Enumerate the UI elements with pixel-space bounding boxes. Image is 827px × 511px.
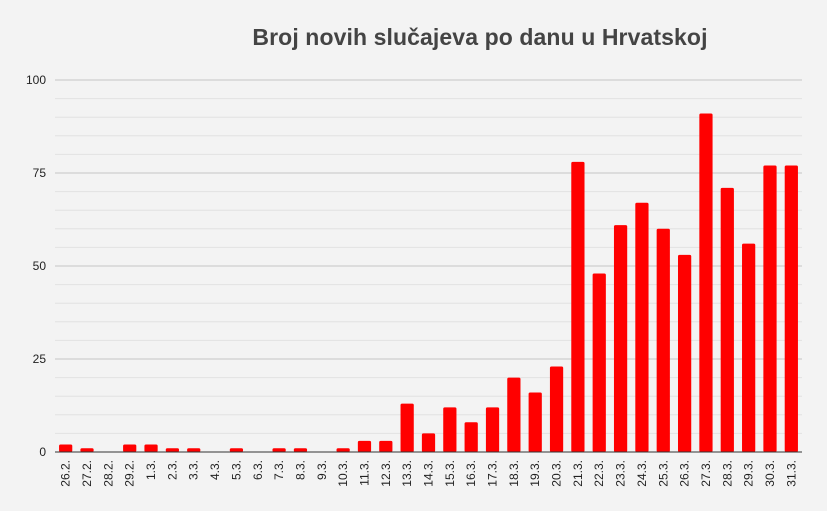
x-tick-label: 29.3. bbox=[742, 460, 756, 487]
x-tick-label: 15.3. bbox=[443, 460, 457, 487]
x-tick-label: 7.3. bbox=[272, 460, 286, 480]
bar bbox=[656, 228, 670, 452]
bar bbox=[720, 187, 734, 452]
bar bbox=[485, 407, 500, 452]
bar bbox=[357, 440, 372, 452]
bar bbox=[571, 161, 585, 452]
x-tick-label: 31.3. bbox=[784, 460, 798, 487]
bar bbox=[528, 392, 542, 452]
bar bbox=[144, 444, 158, 452]
x-tick-label: 26.2. bbox=[59, 460, 73, 487]
x-tick-label: 28.3. bbox=[720, 460, 734, 487]
y-tick-label: 25 bbox=[33, 352, 47, 366]
bar bbox=[443, 407, 457, 452]
x-tick-label: 28.2. bbox=[101, 460, 115, 487]
x-tick-label: 8.3. bbox=[293, 460, 307, 480]
x-tick-label: 4.3. bbox=[208, 460, 222, 480]
bar bbox=[80, 448, 94, 452]
minor-gridlines bbox=[55, 98, 802, 434]
x-tick-label: 14.3. bbox=[422, 460, 436, 487]
y-tick-label: 50 bbox=[33, 259, 47, 273]
bar bbox=[165, 448, 180, 452]
bar bbox=[592, 273, 606, 452]
x-tick-label: 3.3. bbox=[187, 460, 201, 480]
bar bbox=[763, 165, 777, 452]
bar bbox=[272, 448, 286, 452]
bar bbox=[379, 440, 393, 452]
bar bbox=[187, 448, 201, 452]
bar bbox=[293, 448, 308, 452]
bar bbox=[784, 165, 798, 452]
bar bbox=[400, 403, 414, 452]
bar bbox=[464, 422, 478, 452]
bars bbox=[59, 113, 798, 452]
x-tick-label: 1.3. bbox=[144, 460, 158, 480]
x-tick-label: 22.3. bbox=[592, 460, 606, 487]
bar bbox=[507, 377, 521, 452]
x-tick-label: 16.3. bbox=[464, 460, 478, 487]
x-tick-label: 25.3. bbox=[656, 460, 670, 487]
y-axis-tick-labels: 0 25 50 75 100 bbox=[26, 73, 46, 459]
chart-title: Broj novih slučajeva po danu u Hrvatskoj bbox=[252, 24, 708, 50]
x-tick-label: 5.3. bbox=[229, 460, 243, 480]
x-tick-label: 30.3. bbox=[763, 460, 777, 487]
bar bbox=[336, 448, 350, 452]
x-tick-label: 13.3. bbox=[400, 460, 414, 487]
x-tick-label: 19.3. bbox=[528, 460, 542, 487]
bar bbox=[549, 366, 564, 452]
bar bbox=[677, 254, 692, 452]
x-tick-label: 11.3. bbox=[357, 460, 371, 486]
y-tick-label: 75 bbox=[33, 166, 47, 180]
x-tick-label: 12.3. bbox=[379, 460, 393, 487]
x-tick-label: 24.3. bbox=[635, 460, 649, 487]
x-tick-label: 26.3. bbox=[678, 460, 692, 487]
x-tick-label: 2.3. bbox=[165, 460, 179, 480]
x-tick-label: 29.2. bbox=[123, 460, 137, 487]
bar bbox=[613, 225, 628, 452]
x-tick-label: 17.3. bbox=[486, 460, 500, 487]
bar bbox=[742, 243, 756, 452]
x-tick-label: 18.3. bbox=[507, 460, 521, 487]
x-tick-label: 20.3. bbox=[550, 460, 564, 487]
y-tick-label: 100 bbox=[26, 73, 46, 87]
x-tick-label: 21.3. bbox=[571, 460, 585, 487]
x-tick-label: 27.2. bbox=[80, 460, 94, 487]
bar bbox=[699, 113, 713, 452]
x-tick-label: 10.3. bbox=[336, 460, 350, 487]
x-tick-label: 27.3. bbox=[699, 460, 713, 487]
bar bbox=[229, 448, 244, 452]
bar bbox=[635, 202, 649, 452]
x-tick-label: 9.3. bbox=[315, 460, 329, 480]
y-tick-label: 0 bbox=[39, 445, 46, 459]
x-tick-label: 23.3. bbox=[614, 460, 628, 487]
x-axis-tick-labels: 26.2. 27.2. 28.2. 29.2. 1.3. 2.3. 3.3. 4.3. 5.3.… bbox=[59, 460, 799, 487]
bar bbox=[59, 444, 73, 452]
x-tick-label: 6.3. bbox=[251, 460, 265, 480]
major-gridlines bbox=[55, 79, 802, 360]
bar bbox=[123, 444, 137, 452]
bar bbox=[421, 433, 436, 452]
